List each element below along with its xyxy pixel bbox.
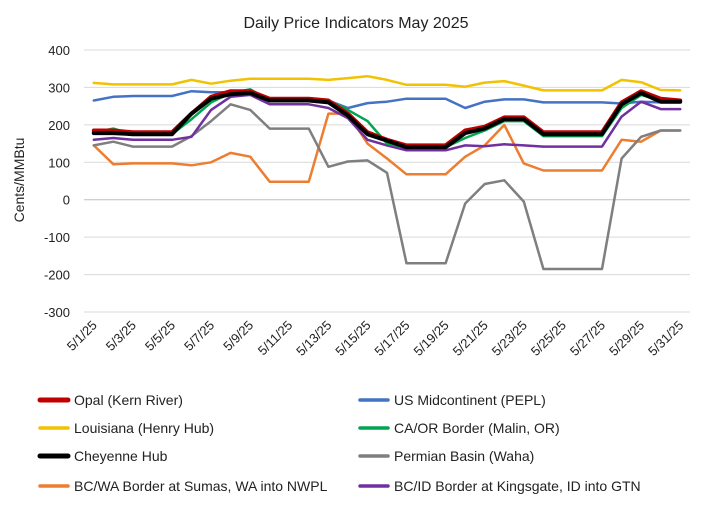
x-axis-ticks: 5/1/25 5/3/25 5/5/25 5/7/25 5/9/255/11/255/1… (64, 318, 687, 359)
x-tick-label: 5/5/25 (142, 318, 178, 354)
legend-label: BC/WA Border at Sumas, WA into NWPL (74, 478, 328, 494)
legend-label: Opal (Kern River) (74, 392, 183, 408)
x-tick-label: 5/19/25 (410, 318, 451, 359)
y-tick-label: 300 (48, 80, 70, 95)
y-tick-label: 400 (48, 43, 70, 58)
x-tick-label: 5/7/25 (181, 318, 217, 354)
x-tick-label: 5/11/25 (255, 318, 296, 359)
x-tick-label: 5/27/25 (567, 318, 608, 359)
x-tick-label: 5/13/25 (293, 318, 334, 359)
series-line-6 (92, 112, 682, 183)
series-line-2 (92, 74, 682, 92)
x-tick-label: 5/1/25 (64, 318, 100, 354)
x-tick-label: 5/3/25 (103, 318, 139, 354)
legend-label: Louisiana (Henry Hub) (74, 420, 214, 436)
x-tick-label: 5/15/25 (332, 318, 373, 359)
x-tick-label: 5/25/25 (528, 318, 569, 359)
series-line-7 (92, 93, 682, 152)
y-axis-title: Cents/MMBtu (11, 138, 27, 223)
series-line-4 (91, 91, 683, 150)
series-lines (91, 74, 683, 271)
y-tick-label: 200 (48, 118, 70, 133)
legend-label: BC/ID Border at Kingsgate, ID into GTN (394, 478, 641, 494)
y-tick-label: 100 (48, 155, 70, 170)
y-tick-label: -200 (44, 268, 70, 283)
y-tick-label: -300 (44, 305, 70, 320)
x-tick-label: 5/29/25 (606, 318, 647, 359)
legend-label: US Midcontinent (PEPL) (394, 392, 546, 408)
legend-label: CA/OR Border (Malin, OR) (394, 420, 560, 436)
chart-title: Daily Price Indicators May 2025 (244, 15, 469, 32)
legend: Opal (Kern River) US Midcontinent (PEPL) L… (37, 392, 641, 494)
y-axis-ticks: 400 300 200 100 0 -100 -200 -300 (44, 43, 70, 320)
x-tick-label: 5/31/25 (645, 318, 686, 359)
y-tick-label: 0 (63, 193, 70, 208)
x-tick-label: 5/21/25 (450, 318, 491, 359)
legend-label: Cheyenne Hub (74, 448, 168, 464)
legend-label: Permian Basin (Waha) (394, 448, 534, 464)
series-line-5 (92, 103, 682, 271)
series-line-1 (92, 89, 682, 110)
x-tick-label: 5/17/25 (371, 318, 412, 359)
x-tick-label: 5/23/25 (489, 318, 530, 359)
x-tick-label: 5/9/25 (220, 318, 256, 354)
y-tick-label: -100 (44, 230, 70, 245)
